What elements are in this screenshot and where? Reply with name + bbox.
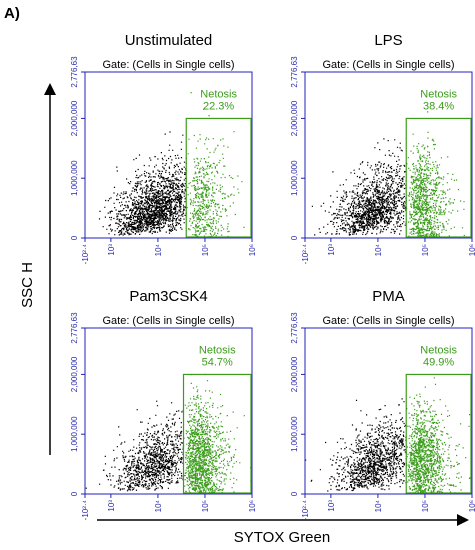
y-tick-label: 2,000,000: [70, 356, 79, 392]
x-tick-label: -10²·⁴: [301, 499, 310, 520]
plot-frame: [84, 327, 253, 495]
y-tick-label: 0: [70, 491, 79, 496]
x-tick-label: 10⁵: [421, 500, 430, 512]
panel: LPS Gate: (Cells in Single cells) Netosis3…: [290, 32, 475, 264]
negative-events: [98, 131, 188, 236]
panel-title: PMA: [372, 288, 405, 305]
y-tick-label: 0: [70, 235, 79, 240]
x-tick-label: 10³: [327, 500, 336, 512]
gated-events: [186, 92, 245, 238]
gated-events: [183, 373, 252, 494]
panel-title: Unstimulated: [125, 32, 213, 49]
gate-label: Gate: (Cells in Single cells): [322, 315, 454, 327]
panel: Pam3CSK4 Gate: (Cells in Single cells) Net…: [70, 288, 257, 520]
y-tick-label: 1,000,000: [70, 416, 79, 452]
x-tick-label: -10²·⁴: [81, 499, 90, 520]
plot-frame: [84, 71, 253, 239]
x-tick-label: 10⁴: [154, 499, 163, 512]
y-tick-label: 2,776,63: [70, 56, 79, 88]
gate-percent: 54.7%: [202, 356, 233, 368]
plot-frame: [304, 327, 473, 495]
panel: Unstimulated Gate: (Cells in Single cells…: [70, 32, 257, 264]
y-tick-label: 1,000,000: [70, 160, 79, 196]
gate-name: Netosis: [200, 88, 237, 100]
gate: [405, 373, 472, 494]
y-tick-label: 0: [290, 235, 299, 240]
y-tick-label: 2,000,000: [70, 100, 79, 136]
gate-percent: 49.9%: [423, 356, 454, 368]
x-tick-label: 10⁵: [201, 500, 210, 512]
x-tick-label: 10³: [107, 244, 116, 256]
gate-name: Netosis: [420, 88, 457, 100]
event-cloud: [85, 373, 252, 494]
x-tick-label: 10³: [327, 244, 336, 256]
event-cloud: [305, 377, 471, 494]
x-tick-label: 10⁶: [468, 500, 475, 512]
event-cloud: [311, 111, 465, 238]
panel-title: Pam3CSK4: [129, 288, 207, 305]
x-tick-label: 10⁵: [421, 244, 430, 256]
panel-label: A): [4, 5, 20, 22]
x-tick-label: -10²·⁴: [301, 243, 310, 264]
x-tick-label: 10³: [107, 500, 116, 512]
gate-percent: 38.4%: [423, 100, 454, 112]
gate-name: Netosis: [199, 344, 236, 356]
y-tick-label: 2,000,000: [290, 100, 299, 136]
gate-label: Gate: (Cells in Single cells): [102, 59, 234, 71]
gated-events: [407, 111, 465, 238]
panel: PMA Gate: (Cells in Single cells) Netosis4…: [290, 288, 475, 520]
gate: [185, 117, 252, 238]
y-tick-label: 1,000,000: [290, 160, 299, 196]
x-tick-label: 10⁴: [374, 243, 383, 256]
x-tick-label: 10⁶: [468, 244, 475, 256]
gate-label: Gate: (Cells in Single cells): [102, 315, 234, 327]
x-axis-label: SYTOX Green: [234, 529, 330, 546]
x-tick-label: 10⁶: [248, 500, 257, 512]
x-tick-label: 10⁵: [201, 244, 210, 256]
gate-label: Gate: (Cells in Single cells): [322, 59, 454, 71]
y-axis-label: SSC H: [19, 262, 36, 308]
y-tick-label: 2,776,63: [290, 312, 299, 344]
x-tick-label: 10⁴: [374, 499, 383, 512]
negative-events: [311, 138, 408, 236]
gated-events: [406, 377, 471, 494]
negative-events: [85, 400, 185, 492]
panel-title: LPS: [374, 32, 402, 49]
gate: [405, 117, 472, 238]
event-cloud: [98, 92, 245, 238]
y-tick-label: 1,000,000: [290, 416, 299, 452]
plot-frame: [304, 71, 473, 239]
x-tick-label: 10⁶: [248, 244, 257, 256]
gate: [182, 373, 252, 494]
gate-name: Netosis: [420, 344, 457, 356]
y-tick-label: 2,000,000: [290, 356, 299, 392]
y-tick-label: 0: [290, 491, 299, 496]
x-tick-label: -10²·⁴: [81, 243, 90, 264]
x-tick-label: 10⁴: [154, 243, 163, 256]
gate-percent: 22.3%: [203, 100, 234, 112]
y-tick-label: 2,776,63: [70, 312, 79, 344]
y-tick-label: 2,776,63: [290, 56, 299, 88]
negative-events: [305, 398, 408, 492]
